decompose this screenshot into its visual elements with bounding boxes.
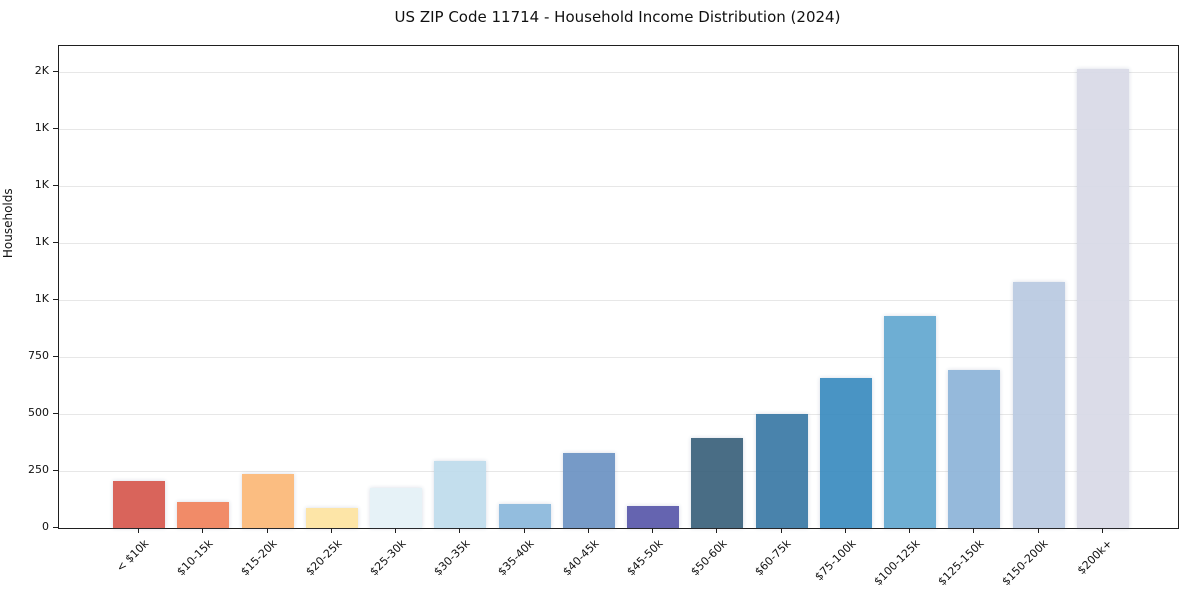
x-tick-mark [266,528,268,533]
gridline [59,242,1178,244]
y-tick-mark [53,470,58,472]
x-tick-mark [395,528,397,533]
bar-15-20k [241,474,294,528]
y-tick-label: 1K [34,235,49,249]
x-tick-label: $75-100k [811,537,859,584]
y-tick-label: 2K [34,64,49,78]
x-tick-label: $10-15k [174,537,216,579]
x-tick-mark [1101,528,1103,533]
bar-100-125k [884,316,937,528]
x-tick-mark [1037,528,1039,533]
x-tick-label: $25-30k [367,537,409,579]
x-tick-mark [909,528,911,533]
x-tick-mark [138,528,140,533]
x-tick-mark [780,528,782,533]
gridline [59,356,1178,358]
bar-30-35k [434,460,487,528]
x-tick-mark [523,528,525,533]
bar-45-50k [627,506,680,528]
bar-40-45k [562,452,615,528]
y-tick-label: 1K [34,178,49,192]
gridline [59,299,1178,301]
y-tick-label: 0 [42,520,49,533]
y-tick-label: 1K [34,121,49,135]
y-tick-mark [53,527,58,528]
y-tick-mark [53,299,58,301]
x-tick-label: $60-75k [752,537,794,579]
x-tick-mark [459,528,461,533]
y-tick-mark [53,413,58,415]
x-tick-label: $15-20k [238,537,280,579]
y-tick-label: 500 [28,406,49,420]
bar-25-30k [370,488,423,528]
x-tick-label: $125-150k [935,537,987,589]
x-tick-mark [587,528,589,533]
bar-10k [113,481,166,528]
x-tick-label: $30-35k [431,537,473,579]
x-tick-mark [973,528,975,533]
x-tick-label: $200k+ [1075,537,1116,578]
bar-10-15k [177,501,230,528]
bar-60-75k [755,414,808,528]
gridline [59,470,1178,472]
bar-200k+ [1076,69,1129,528]
y-tick-label: 250 [28,463,49,477]
y-tick-mark [53,71,58,73]
gridline [59,128,1178,130]
plot-area [58,45,1179,529]
x-tick-label: $100-125k [871,537,923,589]
x-tick-label: < $10k [113,537,152,575]
x-tick-label: $50-60k [688,537,730,579]
gridline [59,413,1178,415]
x-tick-label: $40-45k [559,537,602,579]
x-tick-mark [716,528,718,533]
y-tick-mark [53,185,58,187]
x-tick-label: $35-40k [495,537,537,579]
y-tick-mark [53,242,58,244]
x-tick-mark [202,528,204,533]
y-tick-mark [53,356,58,358]
bar-150-200k [1012,282,1065,528]
y-tick-label: 750 [28,349,49,363]
bar-50-60k [691,438,744,528]
x-tick-label: $45-50k [624,537,666,579]
bar-75-100k [819,377,872,528]
y-tick-label: 1K [34,292,49,306]
bar-20-25k [305,507,358,528]
gridline [59,71,1178,73]
x-tick-mark [330,528,332,533]
x-tick-label: $150-200k [999,537,1051,589]
chart-title: US ZIP Code 11714 - Household Income Dis… [394,8,841,26]
x-tick-mark [844,528,846,533]
bar-35-40k [498,504,551,528]
gridline [59,185,1178,187]
x-tick-label: $20-25k [302,537,345,579]
bar-125-150k [948,369,1001,528]
x-tick-mark [652,528,654,533]
y-tick-mark [53,128,58,130]
